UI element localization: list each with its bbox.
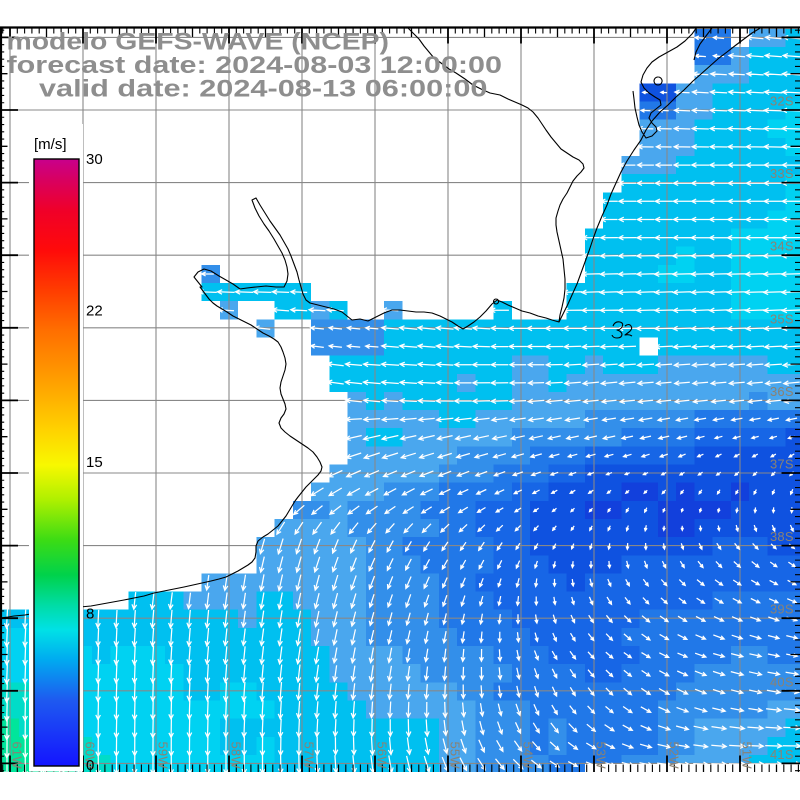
svg-text:58W: 58W: [229, 742, 244, 770]
svg-text:40S: 40S: [770, 674, 794, 689]
svg-text:30: 30: [86, 151, 103, 168]
svg-text:valid date: 2024-08-13 06:00:0: valid date: 2024-08-13 06:00:00: [39, 76, 487, 103]
svg-text:forecast date: 2024-08-03 12:0: forecast date: 2024-08-03 12:00:00: [7, 52, 502, 79]
svg-text:61W: 61W: [10, 742, 25, 770]
svg-text:60W: 60W: [83, 742, 98, 770]
svg-text:57W: 57W: [302, 742, 317, 770]
svg-text:52W: 52W: [667, 742, 682, 770]
svg-text:53W: 53W: [594, 742, 609, 770]
svg-text:22: 22: [86, 303, 103, 320]
svg-text:38S: 38S: [770, 529, 794, 544]
svg-text:51W: 51W: [740, 742, 755, 770]
svg-text:35S: 35S: [770, 311, 794, 326]
svg-text:37S: 37S: [770, 457, 794, 472]
svg-text:59W: 59W: [156, 742, 171, 770]
svg-text:8: 8: [86, 606, 94, 623]
svg-text:34S: 34S: [770, 239, 794, 254]
svg-text:56W: 56W: [375, 742, 390, 770]
svg-text:54W: 54W: [521, 742, 536, 770]
svg-text:32S: 32S: [770, 94, 794, 109]
svg-text:36S: 36S: [770, 384, 794, 399]
svg-text:15: 15: [86, 454, 103, 471]
svg-text:0: 0: [86, 757, 94, 774]
svg-text:[m/s]: [m/s]: [34, 136, 67, 153]
svg-text:33S: 33S: [770, 166, 794, 181]
svg-text:55W: 55W: [448, 742, 463, 770]
svg-text:41S: 41S: [770, 747, 794, 762]
svg-text:modelo GEFS-WAVE (NCEP): modelo GEFS-WAVE (NCEP): [7, 29, 389, 56]
svg-text:39S: 39S: [770, 602, 794, 617]
